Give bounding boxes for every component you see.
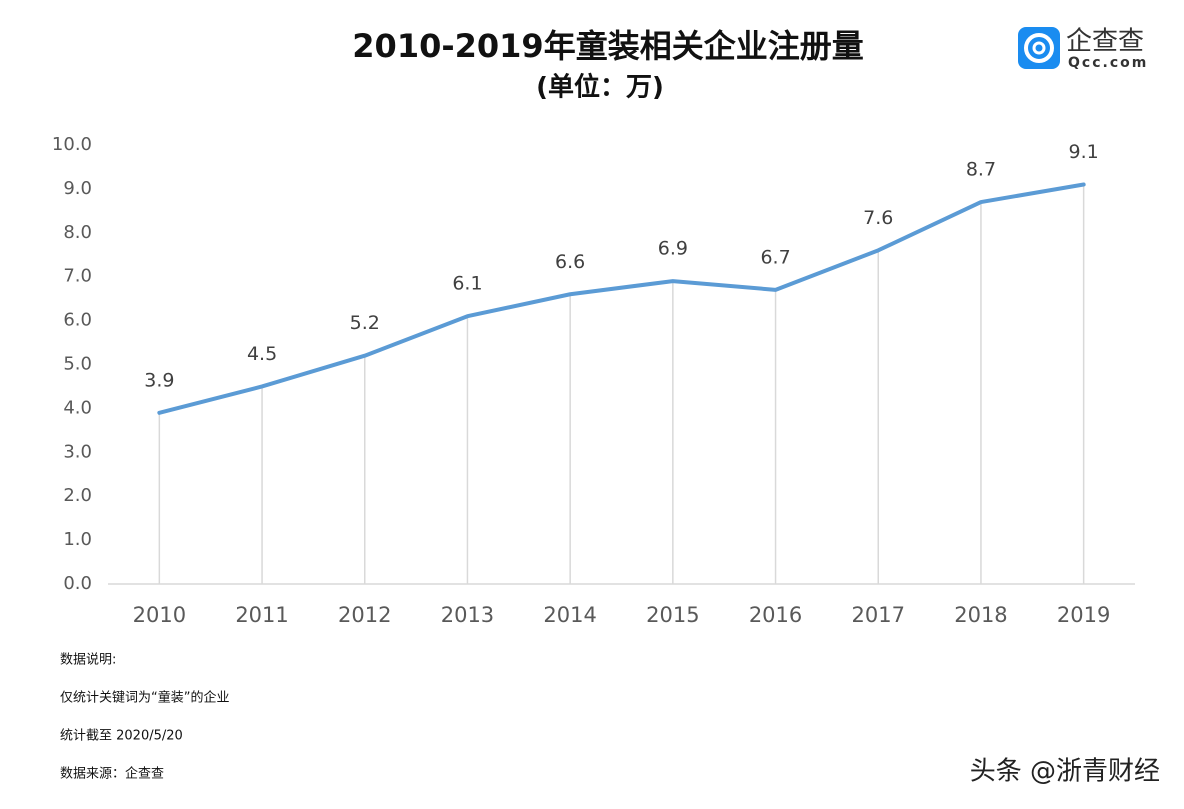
logo-name: 企查查	[1066, 27, 1144, 57]
x-tick-label: 2011	[235, 603, 288, 627]
chart-title: 2010-2019年童装相关企业注册量	[352, 27, 863, 65]
y-tick-label: 7.0	[63, 266, 92, 287]
x-tick-label: 2012	[338, 603, 391, 627]
x-tick-label: 2018	[954, 603, 1007, 627]
data-label: 8.7	[966, 159, 996, 181]
y-tick-label: 1.0	[63, 529, 92, 550]
logo-url: Qcc.com	[1068, 55, 1148, 71]
data-label: 3.9	[144, 369, 174, 391]
data-label: 6.6	[555, 251, 585, 273]
x-tick-label: 2015	[646, 603, 699, 627]
chart-subtitle: (单位：万)	[536, 72, 664, 103]
note: 统计截至 2020/5/20	[60, 729, 183, 744]
y-tick-label: 10.0	[52, 134, 92, 155]
data-line	[157, 182, 1086, 415]
watermark: 头条 @浙青财经	[970, 757, 1160, 787]
logo: 企查查 Qcc.com	[1018, 27, 1148, 71]
x-tick-label: 2013	[441, 603, 494, 627]
y-tick-label: 9.0	[63, 178, 92, 199]
note: 数据说明:	[60, 653, 116, 668]
logo-dot	[1032, 41, 1046, 55]
x-tick-label: 2017	[852, 603, 905, 627]
note: 数据来源：企查查	[60, 766, 164, 782]
y-tick-label: 3.0	[63, 441, 92, 462]
data-label: 6.9	[658, 238, 688, 260]
y-tick-label: 6.0	[63, 310, 92, 331]
y-tick-label: 0.0	[63, 573, 92, 594]
x-tick-label: 2010	[133, 603, 186, 627]
data-label: 6.1	[452, 273, 482, 295]
logo-ring	[1024, 33, 1054, 63]
data-label: 9.1	[1069, 141, 1099, 163]
y-tick-label: 2.0	[63, 485, 92, 506]
note: 仅统计关键词为“童装”的企业	[60, 690, 229, 706]
data-label: 4.5	[247, 343, 277, 365]
x-tick-label: 2014	[543, 603, 596, 627]
y-tick-label: 8.0	[63, 222, 92, 243]
x-tick-label: 2016	[749, 603, 802, 627]
data-label: 6.7	[760, 246, 790, 268]
y-tick-label: 4.0	[63, 397, 92, 418]
data-label: 7.6	[863, 207, 893, 229]
data-label: 5.2	[350, 312, 380, 334]
x-tick-label: 2019	[1057, 603, 1110, 627]
y-tick-label: 5.0	[63, 354, 92, 375]
